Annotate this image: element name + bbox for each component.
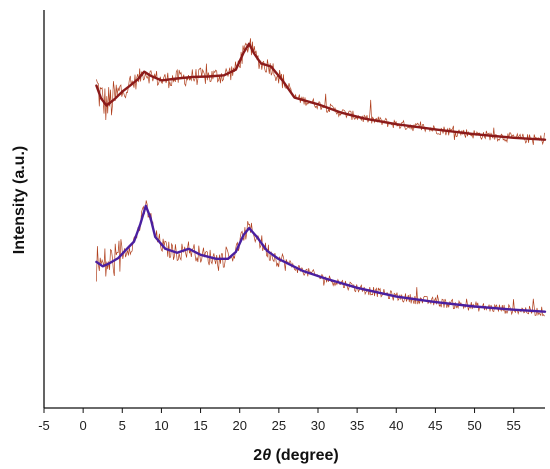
x-tick-label: 15	[193, 418, 207, 433]
fit-curve-1	[95, 42, 547, 141]
x-axis-title-symbol: θ	[262, 447, 271, 464]
x-tick-label: 35	[350, 418, 364, 433]
x-tick-layer: -5 0 5 10 15 20 25 30 35 40 45 50 55	[38, 408, 521, 433]
x-tick-label: 55	[506, 418, 520, 433]
x-axis-title-prefix: 2	[253, 447, 262, 464]
raw-pattern-trace-2	[96, 200, 545, 317]
x-tick-label: 25	[272, 418, 286, 433]
x-tick-label: -5	[38, 418, 50, 433]
x-tick-label: 0	[80, 418, 87, 433]
fit-curve-2	[95, 204, 547, 313]
x-tick-label: 20	[232, 418, 246, 433]
x-tick-label: 45	[428, 418, 442, 433]
x-axis-title-unit: (degree)	[271, 447, 339, 464]
x-tick-label: 10	[154, 418, 168, 433]
x-tick-label: 5	[119, 418, 126, 433]
x-axis-title: 2θ (degree)	[253, 447, 338, 464]
raw-pattern-trace-1	[96, 38, 545, 146]
y-axis-title: Intensity (a.u.)	[11, 146, 28, 254]
x-tick-label: 50	[467, 418, 481, 433]
x-tick-label: 40	[389, 418, 403, 433]
x-tick-label: 30	[311, 418, 325, 433]
series-layer	[95, 38, 547, 317]
